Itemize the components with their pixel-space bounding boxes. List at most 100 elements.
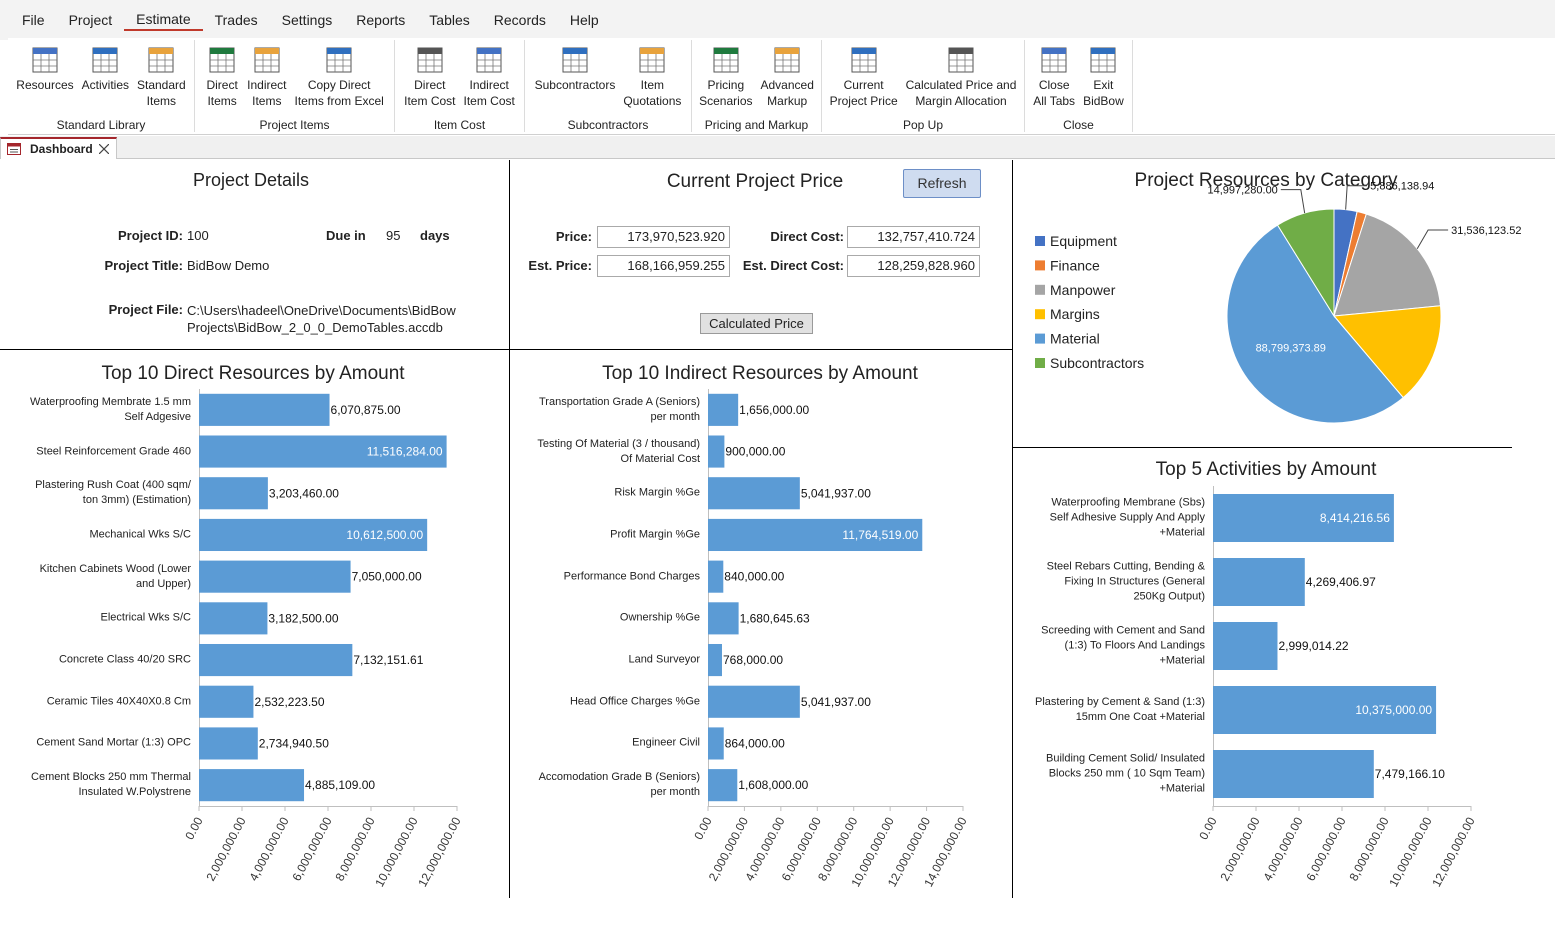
panel-border <box>0 349 1012 350</box>
ribbon-button[interactable]: Resources <box>14 43 75 109</box>
category-label: Transportation Grade A (Seniors) per mon… <box>538 395 700 423</box>
ribbon-icon <box>1041 47 1067 73</box>
menu-item[interactable]: Settings <box>281 12 333 28</box>
calculate-button[interactable]: Calculated Price <box>700 313 813 334</box>
category-label: Cement Blocks 250 mm Thermal Insulated W… <box>31 771 191 799</box>
ribbon-label: Indirect Item Cost <box>463 78 515 108</box>
category-label: Risk Margin %Ge <box>614 486 700 499</box>
ribbon-button[interactable]: Direct Items <box>203 43 241 109</box>
tab-close[interactable] <box>99 144 109 154</box>
pie-slice <box>1332 305 1442 399</box>
x-tick-label: 2,000,000.00 <box>1217 815 1262 884</box>
x-tick-label: 12,000,000.00 <box>415 815 464 890</box>
ribbon-button[interactable]: Close All Tabs <box>1031 43 1077 109</box>
ribbon-button[interactable]: Activities <box>80 43 131 109</box>
ribbon-group-label: Item Cost <box>433 118 486 132</box>
x-tick-label: 12,000,000.00 <box>1429 815 1478 890</box>
bar <box>1213 622 1278 670</box>
field-value[interactable]: 168,166,959.255 <box>597 255 730 277</box>
menu-bar: File Project Estimate Trades Settings Reports… <box>0 0 1555 40</box>
ribbon-button[interactable]: Standard Items <box>135 43 188 109</box>
ribbon-group-label: Pricing and Markup <box>704 118 809 132</box>
legend-swatch <box>1035 260 1045 271</box>
bar <box>708 643 722 677</box>
bar <box>199 518 428 552</box>
menu-item[interactable]: File <box>22 12 45 28</box>
legend-swatch <box>1035 284 1045 295</box>
x-tick-label: 6,000,000.00 <box>289 815 334 884</box>
refresh-button[interactable]: Refresh <box>903 169 981 198</box>
bar <box>708 602 739 635</box>
field-value[interactable]: 173,970,523.920 <box>597 226 730 248</box>
ribbon-button[interactable]: Advanced Markup <box>759 43 816 109</box>
pie-slice <box>1333 213 1442 317</box>
ribbon-button[interactable]: Current Project Price <box>828 43 900 109</box>
category-label: Land Surveyor <box>628 653 700 666</box>
menu-item[interactable]: Estimate <box>124 9 203 31</box>
bar <box>1213 558 1305 606</box>
legend-label: Margins <box>1050 306 1100 322</box>
legend-swatch <box>1035 309 1045 320</box>
ribbon-button[interactable]: Copy Direct Items from Excel <box>293 43 386 109</box>
data-label: 7,479,166.10 <box>1375 767 1445 781</box>
legend-swatch <box>1035 236 1045 246</box>
ribbon-button[interactable]: Item Quotations <box>621 43 683 109</box>
ribbon-group-label: Subcontractors <box>567 118 649 132</box>
pie-slice <box>1226 224 1404 424</box>
ribbon-label: Current Project Price <box>829 78 898 108</box>
category-label: Performance Bond Charges <box>563 570 700 583</box>
menu-item[interactable]: Trades <box>214 12 258 28</box>
ribbon-button[interactable]: Indirect Item Cost <box>462 43 517 109</box>
menu-item[interactable]: Tables <box>429 12 470 28</box>
chart-title: Top 10 Direct Resources by Amount <box>101 363 405 384</box>
ribbon-button[interactable]: Indirect Items <box>245 43 288 109</box>
x-tick-label: 8,000,000.00 <box>1346 815 1391 884</box>
menu-item[interactable]: Project <box>68 12 113 28</box>
tab[interactable]: Dashboard <box>0 137 117 159</box>
category-label: Screeding with Cement and Sand (1:3) To … <box>1041 624 1205 667</box>
menu-item[interactable]: Reports <box>356 12 406 28</box>
data-label: 7,132,151.61 <box>353 653 423 667</box>
field-label: Project File: <box>108 302 183 317</box>
ribbon-group: Resources Activities Standard Items Standar… <box>8 40 195 132</box>
panel-border <box>509 160 510 898</box>
category-label: Mechanical Wks S/C <box>89 528 191 541</box>
ribbon-button[interactable]: Calculated Price and Margin Allocation <box>904 43 1019 109</box>
x-tick-label: 6,000,000.00 <box>1303 815 1348 884</box>
ribbon-button[interactable]: Pricing Scenarios <box>697 43 754 109</box>
ribbon-button[interactable]: Exit BidBow <box>1081 43 1126 109</box>
category-label: Plastering by Cement & Sand (1:3) 15mm O… <box>1035 696 1205 723</box>
field-label: Est. Price: <box>528 258 592 273</box>
ribbon-icon <box>476 47 502 73</box>
tab-label: Dashboard <box>30 142 93 156</box>
x-tick-label: 10,000,000.00 <box>372 815 421 890</box>
data-label: 5,041,937.00 <box>801 695 871 709</box>
ribbon-button[interactable]: Direct Item Cost <box>402 43 457 109</box>
field-label: Est. Direct Cost: <box>742 258 844 273</box>
ribbon-button[interactable]: Subcontractors <box>533 43 618 109</box>
leader-line <box>1345 185 1368 210</box>
ribbon-label: Direct Items <box>206 78 238 108</box>
x-tick-label: 4,000,000.00 <box>1260 815 1305 884</box>
field-label: Project ID: <box>117 228 183 243</box>
bar <box>708 769 738 802</box>
bar <box>199 769 305 802</box>
chart-title: Top 5 Activities by Amount <box>1156 459 1377 480</box>
ribbon-group-label: Project Items <box>259 118 330 132</box>
field-value[interactable]: 128,259,828.960 <box>847 255 980 277</box>
category-label: Engineer Civil <box>632 736 700 749</box>
ribbon-icon <box>92 47 118 73</box>
menu-item[interactable]: Records <box>493 12 546 28</box>
ribbon-icon <box>1090 47 1116 73</box>
pie-slice <box>1276 208 1335 318</box>
field-value[interactable]: 132,757,410.724 <box>847 226 980 248</box>
ribbon-group: Subcontractors Item Quotations Subcontract… <box>525 40 692 132</box>
ribbon-icon <box>639 47 665 73</box>
ribbon-icon <box>209 47 235 73</box>
data-label: 3,203,460.00 <box>269 486 339 500</box>
x-tick-label: 8,000,000.00 <box>332 815 377 884</box>
ribbon-icon <box>562 47 588 73</box>
menu-item[interactable]: Help <box>569 12 599 28</box>
ribbon-group-label: Pop Up <box>902 118 944 132</box>
ribbon-label: Advanced Markup <box>760 78 814 108</box>
